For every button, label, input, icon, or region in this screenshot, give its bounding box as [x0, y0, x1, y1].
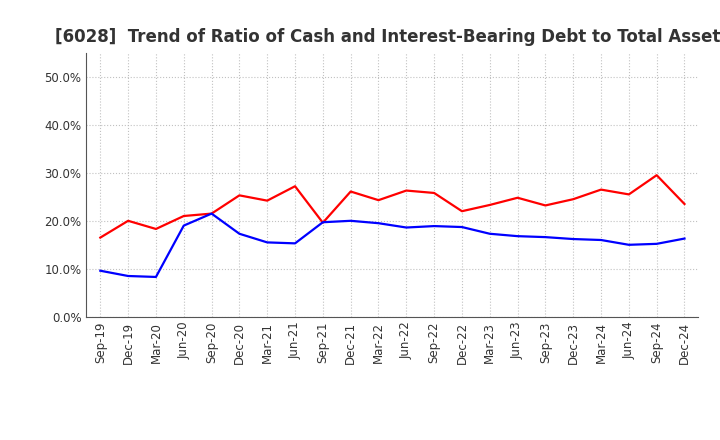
Interest-Bearing Debt — [318, 220, 327, 225]
Interest-Bearing Debt — [402, 225, 410, 230]
Interest-Bearing Debt — [179, 223, 188, 228]
Cash — [402, 188, 410, 193]
Interest-Bearing Debt — [569, 236, 577, 242]
Cash — [374, 198, 383, 203]
Interest-Bearing Debt — [124, 273, 132, 279]
Interest-Bearing Debt — [652, 241, 661, 246]
Title: [6028]  Trend of Ratio of Cash and Interest-Bearing Debt to Total Assets: [6028] Trend of Ratio of Cash and Intere… — [55, 28, 720, 46]
Interest-Bearing Debt — [291, 241, 300, 246]
Line: Interest-Bearing Debt: Interest-Bearing Debt — [100, 213, 685, 277]
Interest-Bearing Debt — [235, 231, 243, 236]
Interest-Bearing Debt — [485, 231, 494, 236]
Interest-Bearing Debt — [458, 224, 467, 230]
Interest-Bearing Debt — [597, 237, 606, 242]
Interest-Bearing Debt — [513, 234, 522, 239]
Cash — [513, 195, 522, 200]
Line: Cash: Cash — [100, 175, 685, 238]
Interest-Bearing Debt — [680, 236, 689, 241]
Cash — [179, 213, 188, 219]
Cash — [680, 202, 689, 207]
Cash — [207, 211, 216, 216]
Cash — [152, 226, 161, 231]
Interest-Bearing Debt — [207, 211, 216, 216]
Interest-Bearing Debt — [541, 235, 550, 240]
Interest-Bearing Debt — [152, 274, 161, 279]
Cash — [458, 209, 467, 214]
Cash — [652, 172, 661, 178]
Cash — [430, 191, 438, 196]
Interest-Bearing Debt — [346, 218, 355, 224]
Cash — [597, 187, 606, 192]
Cash — [541, 203, 550, 208]
Cash — [96, 235, 104, 240]
Interest-Bearing Debt — [624, 242, 633, 247]
Cash — [291, 183, 300, 189]
Interest-Bearing Debt — [263, 240, 271, 245]
Cash — [318, 220, 327, 225]
Cash — [569, 197, 577, 202]
Interest-Bearing Debt — [96, 268, 104, 273]
Cash — [485, 202, 494, 208]
Cash — [124, 218, 132, 224]
Interest-Bearing Debt — [430, 224, 438, 229]
Cash — [346, 189, 355, 194]
Cash — [263, 198, 271, 203]
Cash — [624, 192, 633, 197]
Interest-Bearing Debt — [374, 220, 383, 226]
Cash — [235, 193, 243, 198]
